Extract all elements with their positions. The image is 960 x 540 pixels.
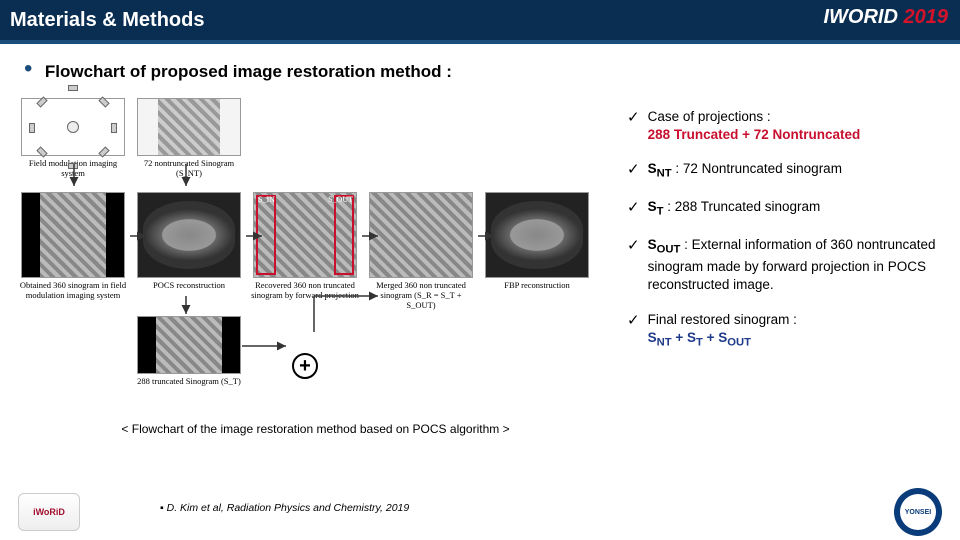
node-72-sinogram: 72 nontruncated Sinogram (S_NT) [134, 98, 244, 188]
empty-03 [366, 98, 476, 188]
empty-20 [18, 316, 128, 416]
check-icon: ✓ [627, 160, 640, 182]
page-title: Materials & Methods [10, 9, 204, 32]
empty-24 [482, 316, 592, 416]
subtitle-row: • Flowchart of proposed image restoratio… [0, 44, 960, 92]
node-merged: Merged 360 non truncated sinogram (S_R =… [366, 192, 476, 312]
bullet-item-4: ✓ Final restored sinogram : SNT + ST + S… [627, 311, 948, 351]
b2-text: ST : 288 Truncated sinogram [648, 198, 948, 220]
caption-n11: POCS reconstruction [153, 281, 225, 291]
empty-23 [366, 316, 476, 416]
caption-n21: 288 truncated Sinogram (S_T) [137, 377, 241, 387]
empty-04 [482, 98, 592, 188]
caption-n13: Merged 360 non truncated sinogram (S_R =… [366, 281, 476, 310]
flow-grid: Field modulation imaging system 72 nontr… [18, 98, 613, 416]
plus-icon: + [292, 353, 318, 379]
logo-yonsei: YONSEI [894, 488, 942, 536]
flowchart-panel: Field modulation imaging system 72 nontr… [18, 98, 613, 436]
label-sout: S_OUT [328, 195, 353, 204]
flowchart-caption: < Flowchart of the image restoration met… [18, 422, 613, 436]
label-sin: S_IN [258, 195, 275, 204]
node-288-truncated: 288 truncated Sinogram (S_T) [134, 316, 244, 416]
logo-iworid: iWoRiD [18, 493, 80, 531]
subtitle-text: Flowchart of proposed image restoration … [45, 62, 452, 81]
b0-value: 288 Truncated + 72 Nontruncated [648, 127, 861, 142]
conference-year: 2019 [904, 6, 949, 28]
yonsei-inner: YONSEI [900, 494, 936, 530]
b1-text: SNT : 72 Nontruncated sinogram [648, 160, 948, 182]
b3-text: SOUT : External information of 360 nontr… [648, 236, 948, 294]
footer: iWoRiD YONSEI [0, 484, 960, 540]
conference-tag: IWORID 2019 [824, 6, 949, 29]
plus-node: + [250, 316, 360, 416]
iworid-badge: iWoRiD [18, 493, 80, 531]
bullet-item-3: ✓ SOUT : External information of 360 non… [627, 236, 948, 294]
bullet-item-2: ✓ ST : 288 Truncated sinogram [627, 198, 948, 220]
conference-name: IWORID [824, 6, 898, 28]
check-icon: ✓ [627, 108, 640, 144]
check-icon: ✓ [627, 311, 640, 351]
content-area: Field modulation imaging system 72 nontr… [0, 92, 960, 436]
b4-formula: SNT + ST + SOUT [648, 330, 751, 345]
node-pocs: POCS reconstruction [134, 192, 244, 312]
caption-n01: 72 nontruncated Sinogram (S_NT) [134, 159, 244, 179]
bullet-icon: • [24, 55, 32, 82]
caption-n10: Obtained 360 sinogram in field modulatio… [18, 281, 128, 301]
header-bar: Materials & Methods IWORID 2019 [0, 0, 960, 40]
caption-n14: FBP reconstruction [504, 281, 570, 291]
node-recovered: S_IN S_OUT Recovered 360 non truncated s… [250, 192, 360, 312]
bullets-panel: ✓ Case of projections : 288 Truncated + … [613, 98, 948, 436]
node-obtained-360: Obtained 360 sinogram in field modulatio… [18, 192, 128, 312]
bullet-item-1: ✓ SNT : 72 Nontruncated sinogram [627, 160, 948, 182]
bullet-item-0: ✓ Case of projections : 288 Truncated + … [627, 108, 948, 144]
node-fbp: FBP reconstruction [482, 192, 592, 312]
b4-label: Final restored sinogram : [648, 312, 797, 327]
check-icon: ✓ [627, 198, 640, 220]
check-icon: ✓ [627, 236, 640, 294]
b0-label: Case of projections : [648, 109, 771, 124]
empty-02 [250, 98, 360, 188]
node-field-modulation: Field modulation imaging system [18, 98, 128, 188]
caption-n12: Recovered 360 non truncated sinogram by … [250, 281, 360, 301]
